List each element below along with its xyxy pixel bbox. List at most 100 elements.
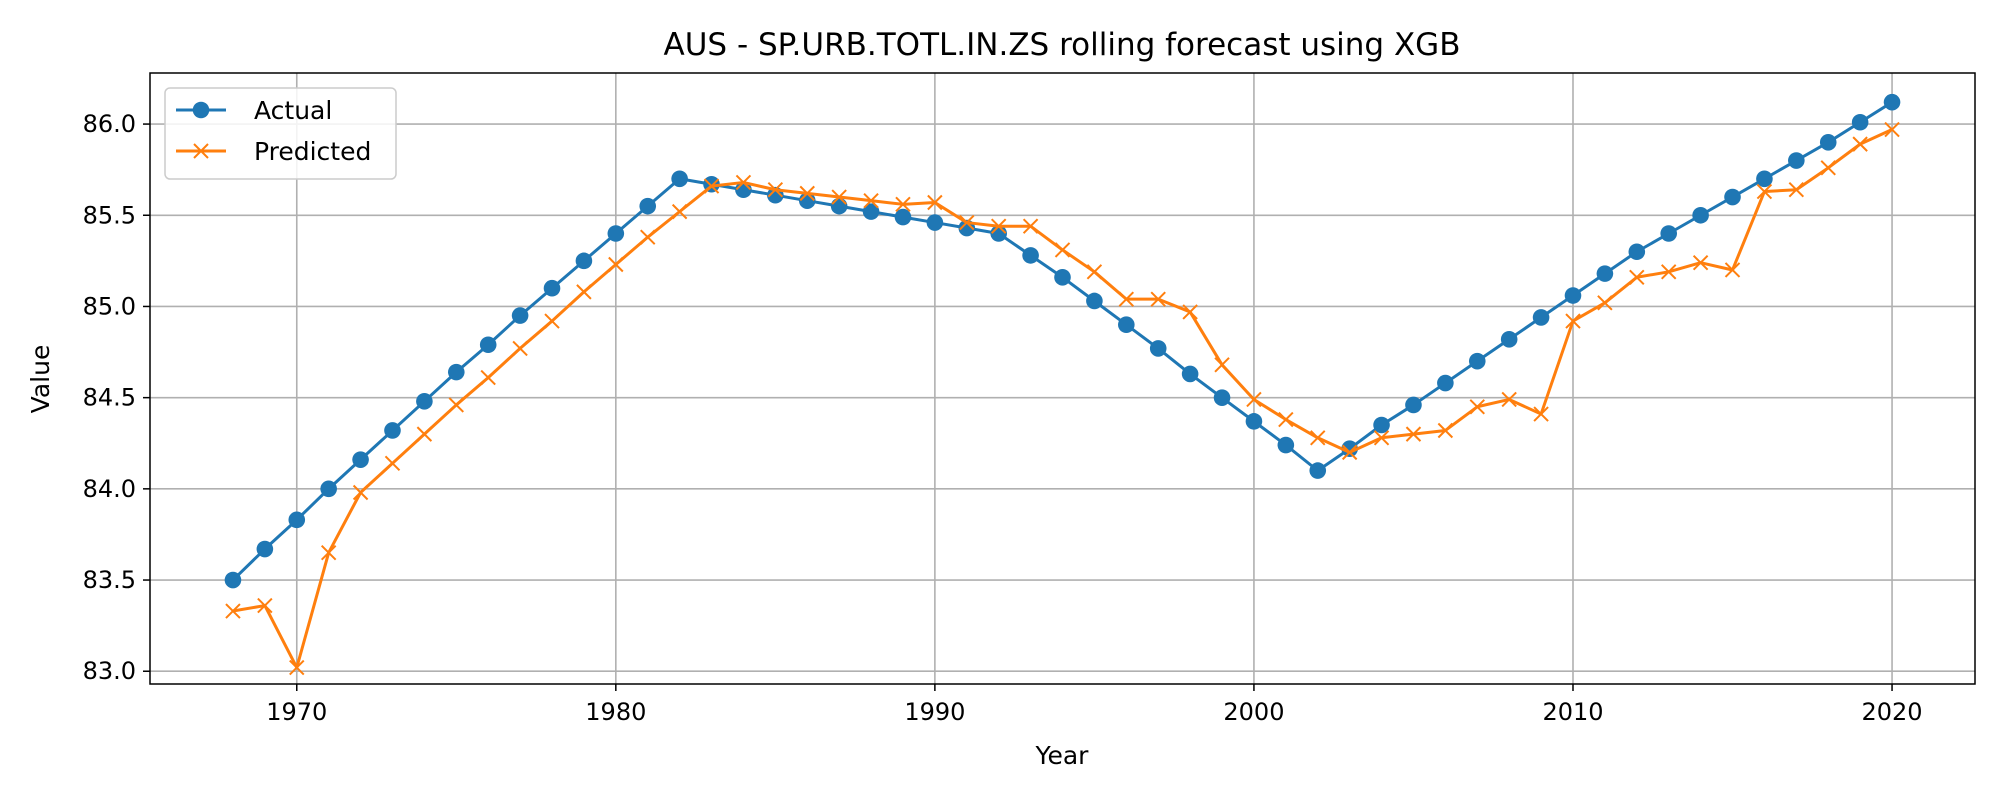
actual-point <box>543 279 561 297</box>
predicted-point <box>640 229 656 245</box>
actual-point <box>1245 413 1263 430</box>
predicted-point <box>735 174 752 191</box>
predicted-point <box>608 256 624 273</box>
actual-point <box>830 197 848 215</box>
y-tick-label: 86.0 <box>83 110 136 138</box>
x-axis-label: Year <box>1035 741 1090 770</box>
predicted-point <box>225 603 241 619</box>
actual-point <box>1724 188 1741 206</box>
predicted-point <box>1724 262 1741 278</box>
actual-point <box>511 307 529 324</box>
predicted-point <box>1246 391 1262 408</box>
y-tick-label: 85.5 <box>83 201 136 229</box>
predicted-point <box>671 203 688 220</box>
predicted-point <box>1661 264 1677 280</box>
actual-point <box>607 225 625 242</box>
predicted-point <box>416 426 433 442</box>
legend-predicted-marker <box>193 143 209 159</box>
actual-point <box>1500 330 1518 348</box>
actual-point <box>1054 268 1071 286</box>
actual-point <box>384 422 401 439</box>
actual-point <box>1692 206 1709 224</box>
ticks: 1970 1980 1990 2000 2010 2020 83.0 83.5 84.0 84.5… <box>83 110 1923 726</box>
actual-point <box>1596 265 1614 282</box>
predicted-series <box>225 121 1900 676</box>
actual-point <box>1660 225 1678 242</box>
predicted-point <box>1469 399 1485 415</box>
predicted-point <box>1054 242 1071 258</box>
actual-point <box>1213 389 1231 406</box>
predicted-point <box>1756 183 1773 200</box>
legend-actual-marker <box>192 101 210 119</box>
predicted-point <box>512 340 528 357</box>
predicted-point <box>320 544 337 561</box>
predicted-point <box>1437 422 1454 439</box>
actual-point <box>416 392 433 410</box>
predicted-point <box>448 397 465 413</box>
predicted-point <box>990 218 1007 234</box>
predicted-point <box>863 192 879 209</box>
predicted-point <box>895 196 911 213</box>
predicted-point <box>257 597 273 614</box>
predicted-point <box>1150 291 1166 307</box>
actual-point <box>320 480 337 498</box>
plot-frame <box>149 72 1976 685</box>
x-tick-label: 2010 <box>1542 698 1603 726</box>
predicted-point <box>1820 160 1836 176</box>
predicted-point <box>1597 295 1613 311</box>
predicted-point <box>703 178 720 194</box>
actual-point <box>1086 292 1103 310</box>
predicted-point <box>1884 121 1900 138</box>
predicted-point <box>767 182 784 198</box>
actual-point <box>1181 365 1199 383</box>
predicted-point <box>799 185 815 202</box>
actual-point <box>1819 134 1837 151</box>
actual-point <box>1022 247 1039 264</box>
series-layer <box>224 93 1901 676</box>
predicted-point <box>1405 426 1422 442</box>
actual-point <box>1373 416 1390 434</box>
actual-point <box>1468 352 1486 370</box>
predicted-point <box>1182 304 1198 320</box>
grid <box>150 73 1975 684</box>
predicted-point <box>1533 406 1549 422</box>
predicted-point <box>959 214 975 231</box>
actual-point <box>1118 316 1135 333</box>
legend-actual-label: Actual <box>254 96 332 125</box>
actual-point <box>1788 152 1805 169</box>
predicted-point <box>1022 218 1039 234</box>
predicted-point <box>352 484 369 501</box>
actual-point <box>1756 170 1773 188</box>
actual-point <box>288 511 306 529</box>
predicted-point <box>576 284 592 300</box>
actual-point <box>1405 396 1422 414</box>
actual-point <box>1277 436 1295 454</box>
predicted-point <box>1692 254 1709 271</box>
actual-point <box>256 540 274 558</box>
x-tick-label: 1970 <box>266 698 327 726</box>
actual-point <box>1309 462 1327 479</box>
actual-series <box>224 93 1901 589</box>
predicted-point <box>384 455 401 472</box>
predicted-point <box>927 194 943 211</box>
actual-point <box>1883 93 1901 111</box>
actual-point <box>671 170 688 188</box>
predicted-point <box>289 659 305 676</box>
predicted-point <box>1788 182 1805 198</box>
predicted-point <box>1373 430 1390 446</box>
x-tick-label: 1990 <box>904 698 965 726</box>
predicted-point <box>1118 291 1135 307</box>
actual-point <box>1628 243 1646 261</box>
actual-point <box>639 197 657 215</box>
predicted-point <box>1310 430 1326 446</box>
actual-point <box>1851 113 1869 131</box>
predicted-point <box>480 369 496 386</box>
predicted-point <box>1565 313 1581 329</box>
actual-point <box>1437 374 1454 392</box>
actual-point <box>926 214 944 231</box>
actual-point <box>1149 340 1167 357</box>
x-tick-label: 2000 <box>1223 698 1284 726</box>
y-tick-label: 83.0 <box>83 657 136 685</box>
y-tick-label: 84.5 <box>83 384 136 412</box>
